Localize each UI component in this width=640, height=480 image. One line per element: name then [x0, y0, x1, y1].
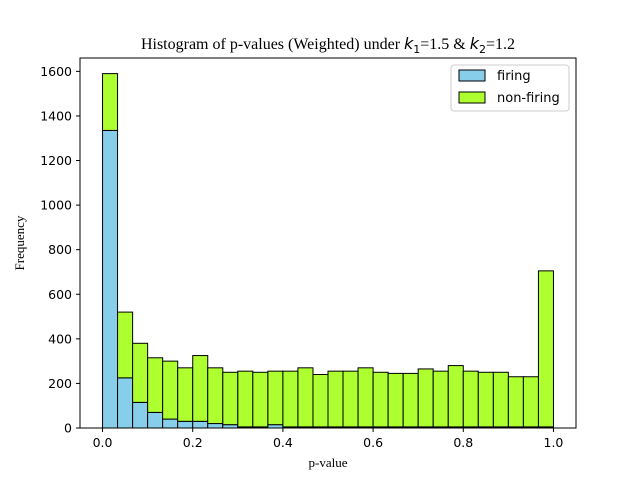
bar-firing: [117, 377, 134, 429]
bar-non-firing: [132, 342, 149, 403]
title-k1-value: =1.5 &: [420, 36, 469, 53]
x-axis-ticks: 0.0 0.2 0.4 0.6 0.8 1.0: [93, 428, 564, 450]
legend-label-non-firing: non-firing: [497, 91, 560, 106]
title-prefix: Histogram of p-values (Weighted) under: [141, 36, 404, 53]
bar-non-firing: [462, 370, 479, 428]
x-tick-label: 0.4: [273, 435, 293, 450]
y-tick-label: 600: [48, 287, 72, 302]
bar-non-firing: [102, 73, 119, 131]
bar-non-firing: [117, 311, 134, 379]
bar-firing: [192, 420, 209, 429]
y-tick-label: 200: [48, 376, 72, 391]
y-tick-label: 1400: [40, 108, 72, 123]
legend: firing non-firing: [450, 64, 570, 112]
bar-non-firing: [447, 365, 464, 428]
title-k2-symbol: k: [470, 34, 480, 53]
legend-swatch-firing: [458, 69, 486, 82]
bar-non-firing: [297, 367, 314, 428]
y-tick-label: 1600: [40, 64, 72, 79]
bar-non-firing: [147, 357, 164, 413]
title-k2-value: =1.2: [486, 36, 515, 53]
x-tick-label: 0.0: [93, 435, 113, 450]
bar-non-firing: [372, 371, 389, 428]
bar-non-firing: [387, 372, 404, 428]
bar-firing: [222, 424, 239, 429]
bar-non-firing: [492, 371, 509, 428]
bar-non-firing: [537, 270, 554, 428]
title-k1-subscript: 1: [413, 43, 420, 56]
y-axis-label: Frequency: [12, 215, 27, 270]
bar-non-firing: [267, 370, 284, 426]
bar-non-firing: [417, 368, 434, 428]
y-tick-label: 1000: [40, 198, 72, 213]
x-tick-label: 0.2: [183, 435, 203, 450]
y-tick-label: 0: [64, 421, 72, 436]
title-k1-symbol: k: [404, 34, 414, 53]
bar-non-firing: [222, 371, 239, 426]
bar-non-firing: [402, 372, 419, 428]
x-tick-label: 0.6: [363, 435, 383, 450]
bar-non-firing: [342, 370, 359, 428]
x-tick-label: 0.8: [453, 435, 473, 450]
bar-firing: [102, 129, 119, 429]
bar-non-firing: [312, 374, 329, 428]
y-tick-label: 800: [48, 242, 72, 257]
y-tick-label: 400: [48, 331, 72, 346]
bar-firing: [162, 418, 179, 429]
y-axis-ticks: 0 200 400 600 800 1000 1200 1400 1600: [40, 64, 80, 436]
bar-firing: [267, 424, 284, 429]
x-axis-label: p-value: [309, 455, 348, 470]
bar-non-firing: [237, 370, 254, 428]
y-tick-label: 1200: [40, 153, 72, 168]
bar-non-firing: [162, 360, 179, 420]
bar-firing: [177, 420, 194, 429]
bar-non-firing: [327, 370, 344, 428]
bar-firing: [207, 423, 224, 429]
bar-non-firing: [192, 355, 209, 422]
chart-title: Histogram of p-values (Weighted) under k…: [141, 34, 515, 56]
x-tick-label: 1.0: [544, 435, 564, 450]
bar-firing: [132, 401, 149, 429]
bar-non-firing: [207, 367, 224, 425]
bar-non-firing: [522, 376, 539, 428]
plot-frame: [79, 57, 577, 429]
bar-non-firing: [252, 371, 269, 428]
bars-group: [102, 73, 554, 429]
bar-non-firing: [477, 371, 494, 428]
bar-non-firing: [177, 367, 194, 422]
legend-swatch-non-firing: [458, 91, 486, 104]
bar-non-firing: [357, 367, 374, 428]
bar-non-firing: [432, 370, 449, 428]
bar-firing: [147, 411, 164, 429]
bar-non-firing: [282, 370, 299, 428]
title-k2-subscript: 2: [479, 43, 486, 56]
legend-label-firing: firing: [497, 69, 531, 84]
bar-non-firing: [507, 376, 524, 428]
